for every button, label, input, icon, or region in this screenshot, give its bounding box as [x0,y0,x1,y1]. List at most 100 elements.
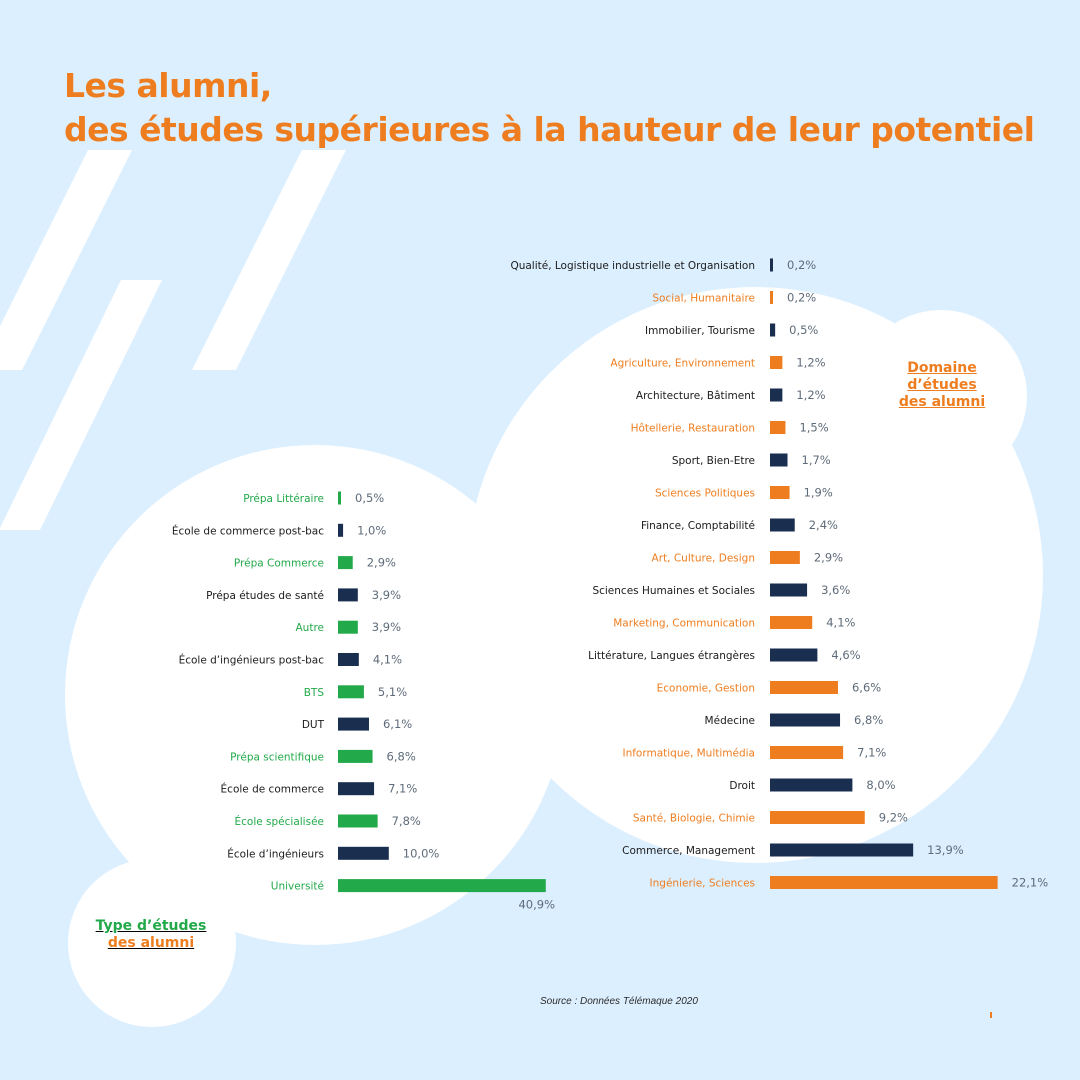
bar [770,746,844,759]
value-label: 0,2% [787,291,816,305]
value-label: 7,8% [392,814,421,828]
quote-stroke-3 [0,280,162,530]
bar [338,491,341,505]
category-label: Economie, Gestion [657,683,755,695]
bar [338,749,373,763]
category-label: École d’ingénieurs [227,847,324,860]
category-label: Droit [729,780,755,792]
bar [770,356,783,369]
bar [338,717,369,731]
value-label: 40,9% [518,898,555,912]
domain-label-line2: d’études [907,377,977,393]
bar [770,486,790,499]
category-label: École d’ingénieurs post-bac [179,654,325,667]
category-label: Architecture, Bâtiment [636,390,755,402]
value-label: 6,8% [854,713,883,727]
bar [770,616,813,629]
domain-chart-label: Domaine d’études des alumni [882,360,1002,411]
category-label: Sciences Politiques [655,488,755,500]
bar [338,556,353,570]
category-label: Prépa Littéraire [243,493,324,505]
bar [770,421,786,434]
category-label: Marketing, Communication [613,618,755,630]
bar [338,620,358,634]
bar [338,653,359,666]
bar [770,811,865,824]
bar [770,258,773,272]
bar [770,453,788,467]
bar [338,814,378,828]
value-label: 6,6% [852,681,881,695]
category-label: Université [271,881,324,893]
domain-label-line3: des alumni [898,394,986,410]
source-note: Source : Données Télémaque 2020 [540,996,698,1007]
category-label: Informatique, Multimédia [622,748,755,760]
bar [770,518,795,532]
bar [338,782,375,796]
value-label: 8,0% [866,778,895,792]
category-label: Immobilier, Tourisme [645,325,755,337]
bar [770,778,853,792]
bar [338,846,389,860]
value-label: 0,2% [787,258,816,272]
value-label: 2,9% [814,551,843,565]
page-title-line1: Les alumni, [64,66,272,105]
category-label: Sport, Bien-Etre [672,455,755,467]
category-label: Prépa scientifique [230,751,324,763]
value-label: 1,5% [799,421,828,435]
bar [338,588,358,602]
bubble-domain-small [855,310,1027,482]
domain-label-line1: Domaine [907,360,977,376]
category-label: École de commerce [221,783,324,796]
type-label-line1: Type d’études [95,918,207,934]
quote-stroke-1 [0,150,132,370]
category-label: École de commerce post-bac [172,524,324,537]
category-label: BTS [304,687,325,699]
value-label: 2,4% [809,518,838,532]
bar [338,879,546,893]
page-title-line2: des études supérieures à la hauteur de l… [64,110,1035,149]
value-label: 0,5% [355,491,384,505]
value-label: 13,9% [927,843,964,857]
category-label: Prépa Commerce [234,558,324,570]
category-label: Autre [295,622,324,634]
value-label: 22,1% [1012,876,1049,890]
value-label: 1,2% [796,356,825,370]
category-label: Finance, Comptabilité [641,520,755,532]
category-label: DUT [302,719,325,731]
value-label: 4,1% [373,653,402,667]
bar [338,685,364,699]
quote-stroke-2 [192,150,346,370]
bar [338,523,344,537]
bar [770,648,818,662]
bar [770,323,776,337]
value-label: 6,1% [383,717,412,731]
bubble-left [65,445,565,945]
value-label: 9,2% [879,811,908,825]
value-label: 1,7% [802,453,831,467]
category-label: Agriculture, Environnement [610,358,755,370]
bar [770,713,841,727]
value-label: 3,6% [821,583,850,597]
type-chart-label: Type d’études des alumni [86,918,216,952]
value-label: 2,9% [367,556,396,570]
bar [770,388,783,402]
value-label: 7,1% [388,782,417,796]
value-label: 1,0% [357,523,386,537]
bar [770,876,998,889]
value-label: 6,8% [387,749,416,763]
value-label: 1,2% [796,388,825,402]
value-label: 4,1% [826,616,855,630]
value-label: 5,1% [378,685,407,699]
category-label: Art, Culture, Design [652,553,755,565]
category-label: Ingénierie, Sciences [650,878,755,890]
decorative-mark [990,1012,992,1018]
bubble-type-small [68,859,236,1027]
category-label: Santé, Biologie, Chimie [633,813,755,825]
value-label: 3,9% [372,620,401,634]
bar [770,551,800,564]
value-label: 1,9% [804,486,833,500]
value-label: 0,5% [789,323,818,337]
